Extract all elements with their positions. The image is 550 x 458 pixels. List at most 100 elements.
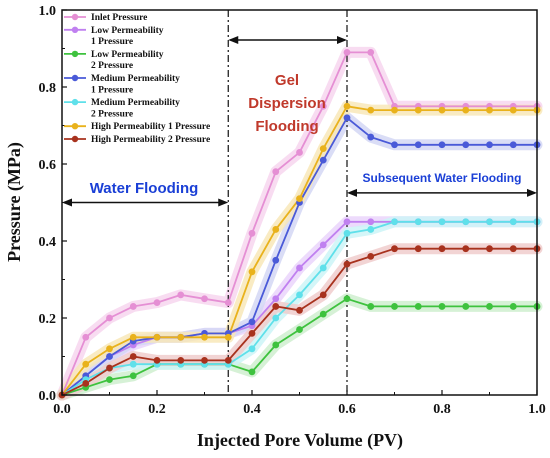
y-axis-label: Pressure (MPa) (4, 142, 25, 262)
data-point (248, 268, 256, 276)
legend-label: Medium Permeability (91, 74, 180, 84)
data-point (509, 245, 517, 253)
data-point (319, 156, 327, 164)
y-tick-label: 0.0 (39, 389, 57, 404)
legend-label: High Permeability 1 Pressure (91, 122, 210, 132)
x-tick-label: 0.4 (243, 402, 261, 417)
data-point (272, 256, 280, 264)
data-point (129, 333, 137, 341)
data-point (343, 295, 351, 303)
data-point (319, 241, 327, 249)
legend-label: Inlet Pressure (91, 13, 147, 23)
data-point (201, 333, 208, 341)
x-axis-ticks: 0.0 0.2 0.4 0.6 0.8 1.0 (53, 390, 546, 417)
legend-swatch-marker (71, 50, 79, 58)
data-point (177, 291, 185, 299)
legend-label: Low Permeability (91, 50, 164, 60)
x-tick-label: 0.8 (433, 402, 451, 417)
data-point (343, 218, 351, 226)
data-point (391, 245, 398, 253)
data-point (201, 295, 208, 303)
data-point (367, 226, 375, 233)
data-point (391, 106, 398, 114)
gel-label-line2: Dispersion (248, 95, 326, 112)
data-point (367, 253, 375, 260)
legend-label: 1 Pressure (91, 37, 133, 47)
data-point (106, 345, 113, 353)
data-point (509, 106, 517, 114)
data-point (272, 168, 280, 176)
data-point (319, 145, 327, 153)
data-point (438, 106, 446, 114)
y-tick-label: 0.8 (39, 81, 57, 96)
data-point (272, 341, 280, 349)
data-point (414, 218, 422, 226)
data-point (82, 333, 90, 341)
data-point (438, 218, 446, 226)
data-point (272, 303, 280, 310)
data-point (153, 333, 161, 341)
data-point (296, 306, 303, 314)
data-point (414, 245, 422, 253)
data-point (486, 303, 493, 310)
y-tick-label: 0.4 (39, 235, 57, 250)
data-point (462, 303, 470, 310)
data-point (367, 303, 375, 310)
data-point (414, 303, 422, 310)
data-point (153, 356, 161, 364)
data-point (438, 141, 446, 149)
data-point (438, 245, 446, 253)
legend-swatch-marker (71, 98, 79, 106)
data-point (224, 299, 232, 306)
gel-label-line3: Flooding (255, 118, 318, 135)
data-point (462, 218, 470, 226)
data-point (319, 102, 327, 110)
data-point (343, 114, 351, 122)
data-point (486, 141, 493, 149)
gel-label-line1: Gel (275, 72, 299, 89)
data-point (509, 141, 517, 149)
data-point (367, 133, 375, 141)
data-point (367, 106, 375, 114)
data-point (129, 360, 137, 368)
data-point (462, 106, 470, 114)
data-point (296, 195, 303, 203)
data-point (106, 353, 113, 360)
data-point (414, 106, 422, 114)
data-point (248, 368, 256, 376)
data-point (367, 218, 375, 226)
data-point (82, 380, 90, 387)
subsequent-flooding-arrow-head-left (347, 188, 357, 197)
legend-swatch-marker (71, 135, 79, 143)
data-point (438, 303, 446, 310)
x-tick-label: 0.6 (338, 402, 356, 417)
data-point (272, 295, 280, 303)
data-point (296, 264, 303, 272)
data-point (343, 102, 351, 110)
subsequent-flooding-arrow-head-right (527, 188, 537, 197)
legend-label: 2 Pressure (91, 61, 133, 71)
data-point (391, 141, 398, 149)
data-point (129, 372, 137, 380)
data-point (343, 48, 351, 56)
data-point (272, 226, 280, 233)
water-flooding-label: Water Flooding (90, 180, 199, 197)
data-point (177, 356, 185, 364)
data-point (319, 264, 327, 272)
y-tick-label: 1.0 (39, 4, 57, 19)
data-point (509, 303, 517, 310)
legend-swatch-marker (71, 13, 79, 21)
data-point (82, 360, 90, 368)
phase-arrows (62, 36, 537, 207)
legend-swatch-marker (71, 123, 79, 130)
data-point (153, 299, 161, 306)
x-tick-label: 1.0 (528, 402, 546, 417)
data-point (486, 245, 493, 253)
legend-label: High Permeability 2 Pressure (91, 135, 210, 145)
legend-swatch-marker (71, 74, 79, 82)
data-point (296, 326, 303, 333)
data-point (319, 291, 327, 299)
data-point (129, 353, 137, 360)
data-point (272, 314, 280, 322)
data-point (296, 149, 303, 156)
